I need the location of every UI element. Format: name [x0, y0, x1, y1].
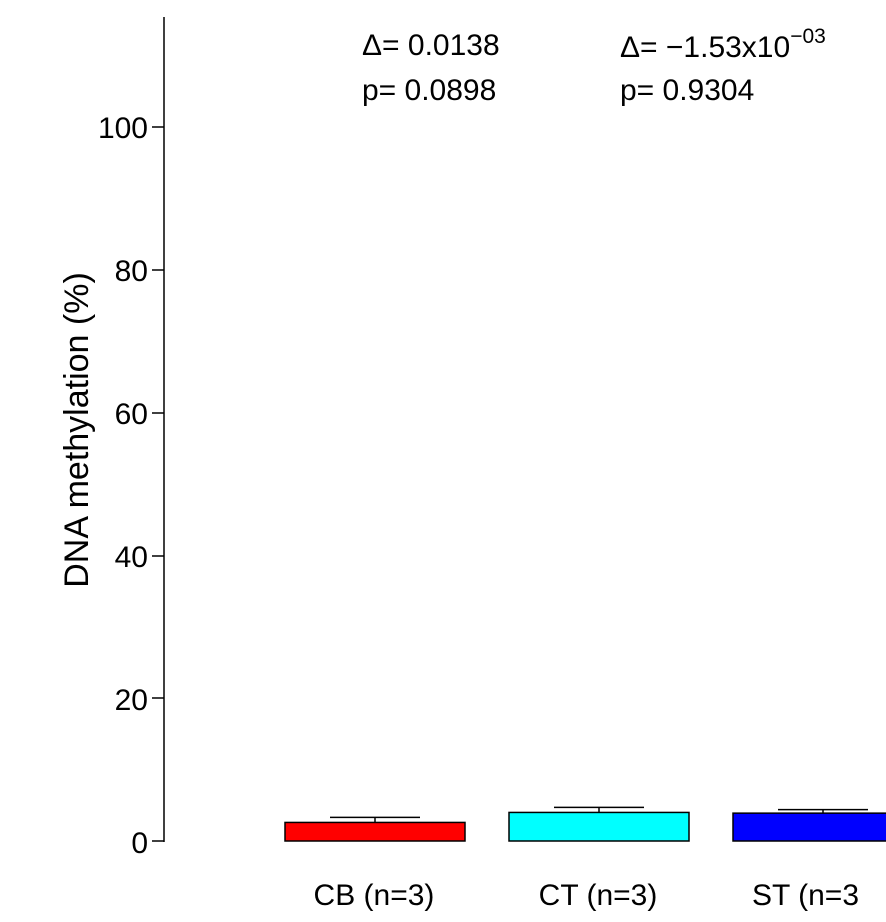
delta-value-2: = −1.53x10: [640, 31, 790, 64]
x-label-ct: CT (n=3): [539, 879, 658, 912]
y-axis-label: DNA methylation (%): [58, 272, 96, 588]
bar-cb: [284, 821, 466, 842]
y-tick-label-40: 40: [115, 541, 148, 574]
annotation-delta-1: Δ= 0.0138: [362, 29, 500, 62]
delta-exponent-2: −03: [790, 25, 826, 48]
delta-symbol-1: Δ: [362, 29, 382, 62]
y-tick-label-20: 20: [115, 684, 148, 717]
annotation-p-2: p= 0.9304: [620, 74, 754, 107]
delta-symbol-2: Δ: [620, 31, 640, 64]
y-tick-label-80: 80: [115, 255, 148, 288]
annotation-delta-2: Δ= −1.53x10−03: [620, 25, 826, 64]
y-tick-label-60: 60: [115, 398, 148, 431]
bar-st: [732, 812, 886, 842]
x-label-cb: CB (n=3): [314, 879, 435, 912]
y-tick-label-100: 100: [98, 112, 148, 145]
bar-ct: [508, 811, 690, 842]
delta-value-1: = 0.0138: [382, 29, 500, 62]
annotation-p-1: p= 0.0898: [362, 74, 496, 107]
x-label-st: ST (n=3: [752, 879, 859, 912]
y-tick-label-0: 0: [131, 827, 148, 860]
